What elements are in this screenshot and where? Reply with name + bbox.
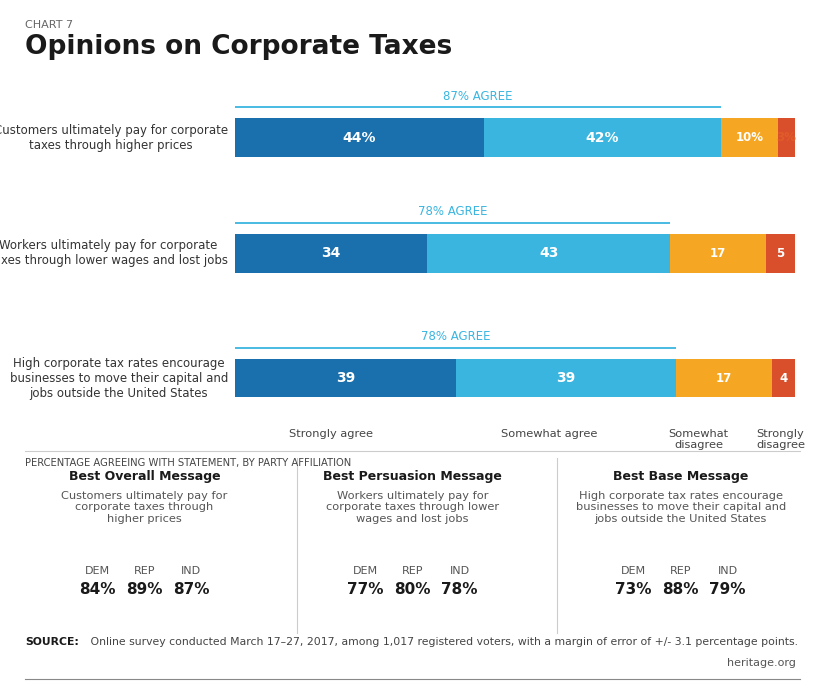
Text: Best Overall Message: Best Overall Message bbox=[68, 470, 220, 483]
Text: IND: IND bbox=[450, 566, 469, 576]
Bar bbox=[772, 359, 794, 398]
Text: Customers ultimately pay for
corporate taxes through
higher prices: Customers ultimately pay for corporate t… bbox=[61, 491, 228, 524]
Text: 77%: 77% bbox=[347, 582, 384, 596]
Text: 17: 17 bbox=[716, 372, 732, 384]
Bar bbox=[455, 359, 676, 398]
Bar bbox=[483, 118, 721, 157]
Text: PERCENTAGE AGREEING WITH STATEMENT, BY PARTY AFFILIATION: PERCENTAGE AGREEING WITH STATEMENT, BY P… bbox=[25, 458, 351, 468]
Bar bbox=[235, 359, 455, 398]
Text: REP: REP bbox=[402, 566, 423, 576]
Text: IND: IND bbox=[718, 566, 738, 576]
Bar bbox=[235, 234, 427, 273]
Bar bbox=[766, 234, 794, 273]
Text: Customers ultimately pay for corporate
taxes through higher prices: Customers ultimately pay for corporate t… bbox=[0, 124, 228, 152]
Text: 39: 39 bbox=[336, 371, 355, 385]
Text: heritage.org: heritage.org bbox=[728, 658, 796, 668]
Text: 3%: 3% bbox=[776, 131, 796, 144]
Text: SOURCE:: SOURCE: bbox=[25, 637, 78, 647]
Text: 43: 43 bbox=[539, 246, 559, 260]
Text: 80%: 80% bbox=[394, 582, 431, 596]
Text: 4: 4 bbox=[779, 372, 787, 384]
Text: Best Base Message: Best Base Message bbox=[613, 470, 748, 483]
Text: Strongly
disagree: Strongly disagree bbox=[756, 429, 805, 450]
Text: 5: 5 bbox=[776, 247, 785, 260]
Text: 84%: 84% bbox=[79, 582, 116, 596]
Text: 73%: 73% bbox=[615, 582, 652, 596]
Text: Opinions on Corporate Taxes: Opinions on Corporate Taxes bbox=[25, 34, 452, 59]
Text: 42%: 42% bbox=[586, 131, 620, 145]
Text: DEM: DEM bbox=[85, 566, 110, 576]
Text: 78% AGREE: 78% AGREE bbox=[421, 330, 490, 343]
Text: 34: 34 bbox=[322, 246, 341, 260]
Bar bbox=[427, 234, 670, 273]
Text: Workers ultimately pay for corporate
taxes through lower wages and lost jobs: Workers ultimately pay for corporate tax… bbox=[0, 239, 228, 267]
Text: Workers ultimately pay for
corporate taxes through lower
wages and lost jobs: Workers ultimately pay for corporate tax… bbox=[326, 491, 499, 524]
Text: High corporate tax rates encourage
businesses to move their capital and
jobs out: High corporate tax rates encourage busin… bbox=[576, 491, 785, 524]
Text: Online survey conducted March 17–27, 2017, among 1,017 registered voters, with a: Online survey conducted March 17–27, 201… bbox=[87, 637, 798, 647]
Text: Somewhat agree: Somewhat agree bbox=[501, 429, 597, 439]
Text: 39: 39 bbox=[556, 371, 575, 385]
Text: 87%: 87% bbox=[173, 582, 210, 596]
Text: 78% AGREE: 78% AGREE bbox=[418, 206, 488, 218]
Text: CHART 7: CHART 7 bbox=[25, 20, 73, 29]
Text: Best Persuasion Message: Best Persuasion Message bbox=[323, 470, 502, 483]
Text: REP: REP bbox=[134, 566, 155, 576]
Text: 17: 17 bbox=[710, 247, 727, 260]
Bar bbox=[721, 118, 778, 157]
Text: 79%: 79% bbox=[710, 582, 746, 596]
Text: 44%: 44% bbox=[342, 131, 376, 145]
Text: Somewhat
disagree: Somewhat disagree bbox=[668, 429, 728, 450]
Text: REP: REP bbox=[670, 566, 691, 576]
Text: 88%: 88% bbox=[662, 582, 699, 596]
Text: 89%: 89% bbox=[126, 582, 163, 596]
Text: DEM: DEM bbox=[353, 566, 378, 576]
Text: 78%: 78% bbox=[441, 582, 478, 596]
Bar bbox=[778, 118, 794, 157]
Text: IND: IND bbox=[182, 566, 201, 576]
Bar bbox=[670, 234, 766, 273]
Text: Strongly agree: Strongly agree bbox=[290, 429, 373, 439]
Bar bbox=[676, 359, 772, 398]
Text: 10%: 10% bbox=[735, 131, 763, 144]
Bar bbox=[235, 118, 483, 157]
Text: High corporate tax rates encourage
businesses to move their capital and
jobs out: High corporate tax rates encourage busin… bbox=[10, 356, 228, 400]
Text: 87% AGREE: 87% AGREE bbox=[443, 89, 513, 103]
Text: DEM: DEM bbox=[621, 566, 646, 576]
